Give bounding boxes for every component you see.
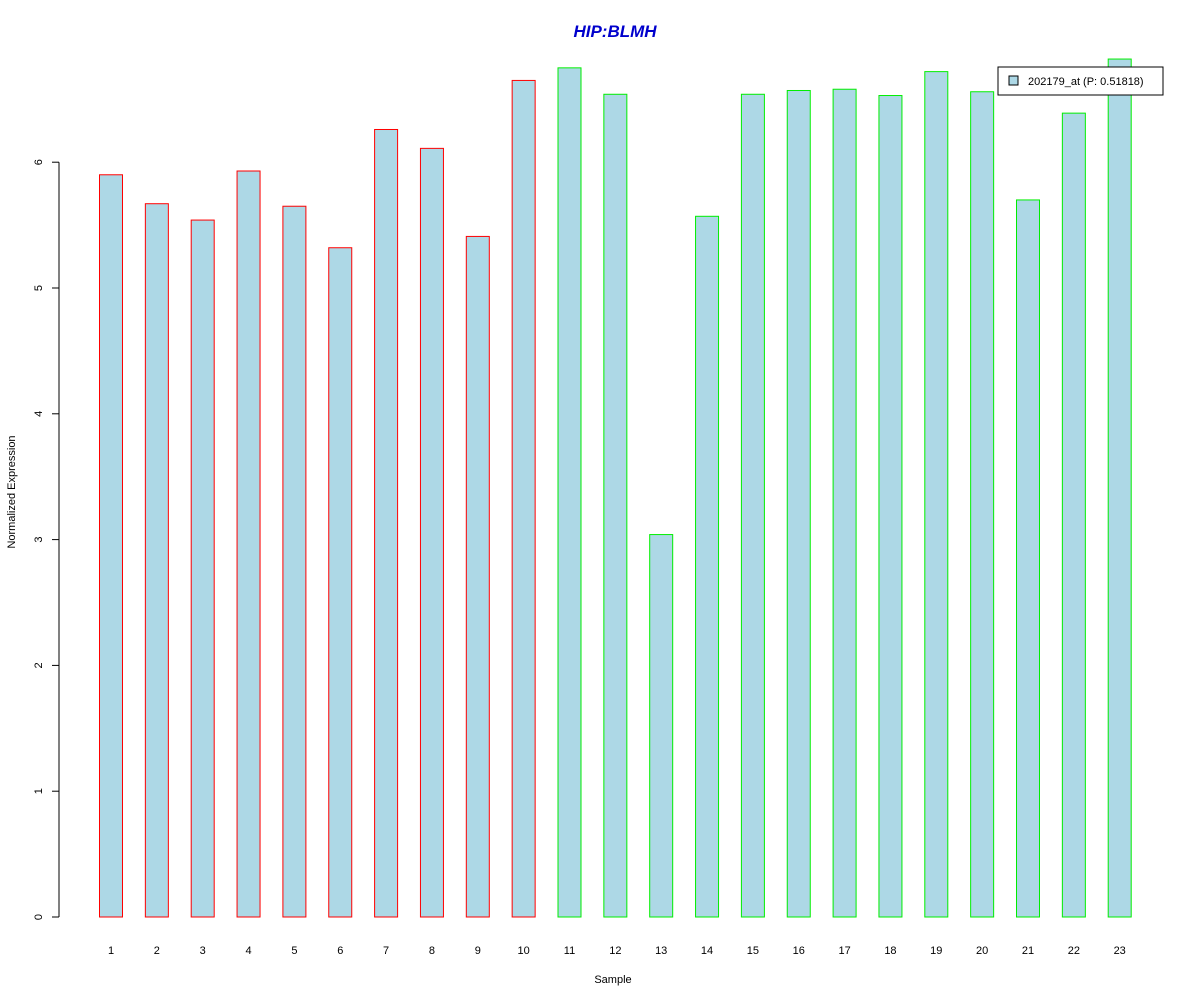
y-tick-label: 1: [33, 788, 45, 794]
y-tick-label: 3: [33, 537, 45, 543]
x-tick-label: 10: [518, 945, 530, 957]
bar: [419, 147, 444, 918]
bar: [695, 215, 720, 918]
bar: [328, 247, 353, 918]
x-tick-label: 19: [930, 945, 942, 957]
bar: [282, 205, 307, 918]
x-tick-label: 2: [154, 945, 160, 957]
x-tick-label: 7: [383, 945, 389, 957]
x-tick-label: 8: [429, 945, 435, 957]
x-tick-label: 1: [108, 945, 114, 957]
x-tick-label: 15: [747, 945, 759, 957]
bar: [1107, 58, 1132, 918]
x-axis-label: Sample: [594, 974, 631, 986]
x-tick-label: 3: [200, 945, 206, 957]
y-axis-label: Normalized Expression: [6, 435, 18, 548]
x-tick-label: 16: [793, 945, 805, 957]
bar: [740, 93, 765, 918]
x-tick-label: 22: [1068, 945, 1080, 957]
y-tick-label: 6: [33, 159, 45, 165]
x-tick-label: 17: [838, 945, 850, 957]
bar: [99, 174, 123, 918]
bars: [99, 58, 1132, 918]
x-tick-label: 6: [337, 945, 343, 957]
bar: [786, 89, 811, 918]
x-tick-label: 5: [291, 945, 297, 957]
legend: 202179_at (P: 0.51818): [997, 66, 1164, 96]
y-tick-label: 2: [33, 662, 45, 668]
x-tick-label: 21: [1022, 945, 1034, 957]
bar: [236, 170, 261, 918]
legend-label: 202179_at (P: 0.51818): [1028, 76, 1144, 88]
bar: [924, 71, 949, 918]
y-tick-label: 4: [33, 411, 45, 417]
x-tick-label: 11: [564, 945, 575, 957]
bar: [144, 203, 169, 918]
x-tick-labels: 1 2 3 4 5 6 7 8 9 10 11 12 13 14 15 16 17 18 19 20 21 22 23: [108, 945, 1126, 957]
x-tick-label: 14: [701, 945, 713, 957]
bar: [374, 128, 399, 918]
legend-box: [997, 66, 1164, 96]
x-tick-label: 13: [655, 945, 667, 957]
x-tick-label: 4: [245, 945, 251, 957]
bar: [878, 95, 903, 918]
legend-swatch: [1008, 75, 1019, 86]
bar: [511, 79, 536, 918]
bar: [1061, 112, 1086, 918]
chart-title: HIP:BLMH: [573, 22, 657, 41]
x-tick-label: 18: [884, 945, 896, 957]
x-tick-label: 12: [609, 945, 621, 957]
bar: [832, 88, 857, 918]
bar: [465, 235, 490, 918]
bar: [190, 219, 215, 918]
x-tick-label: 20: [976, 945, 988, 957]
bar: [970, 91, 995, 918]
bar: [649, 534, 674, 918]
bar: [557, 67, 582, 918]
y-axis: 0 1 2 3 4 5 6: [33, 159, 60, 920]
bar: [1016, 199, 1040, 918]
bar: [603, 93, 628, 918]
x-tick-label: 23: [1114, 945, 1126, 957]
y-tick-label: 0: [33, 914, 45, 920]
x-tick-label: 9: [475, 945, 481, 957]
y-tick-label: 5: [33, 285, 45, 291]
